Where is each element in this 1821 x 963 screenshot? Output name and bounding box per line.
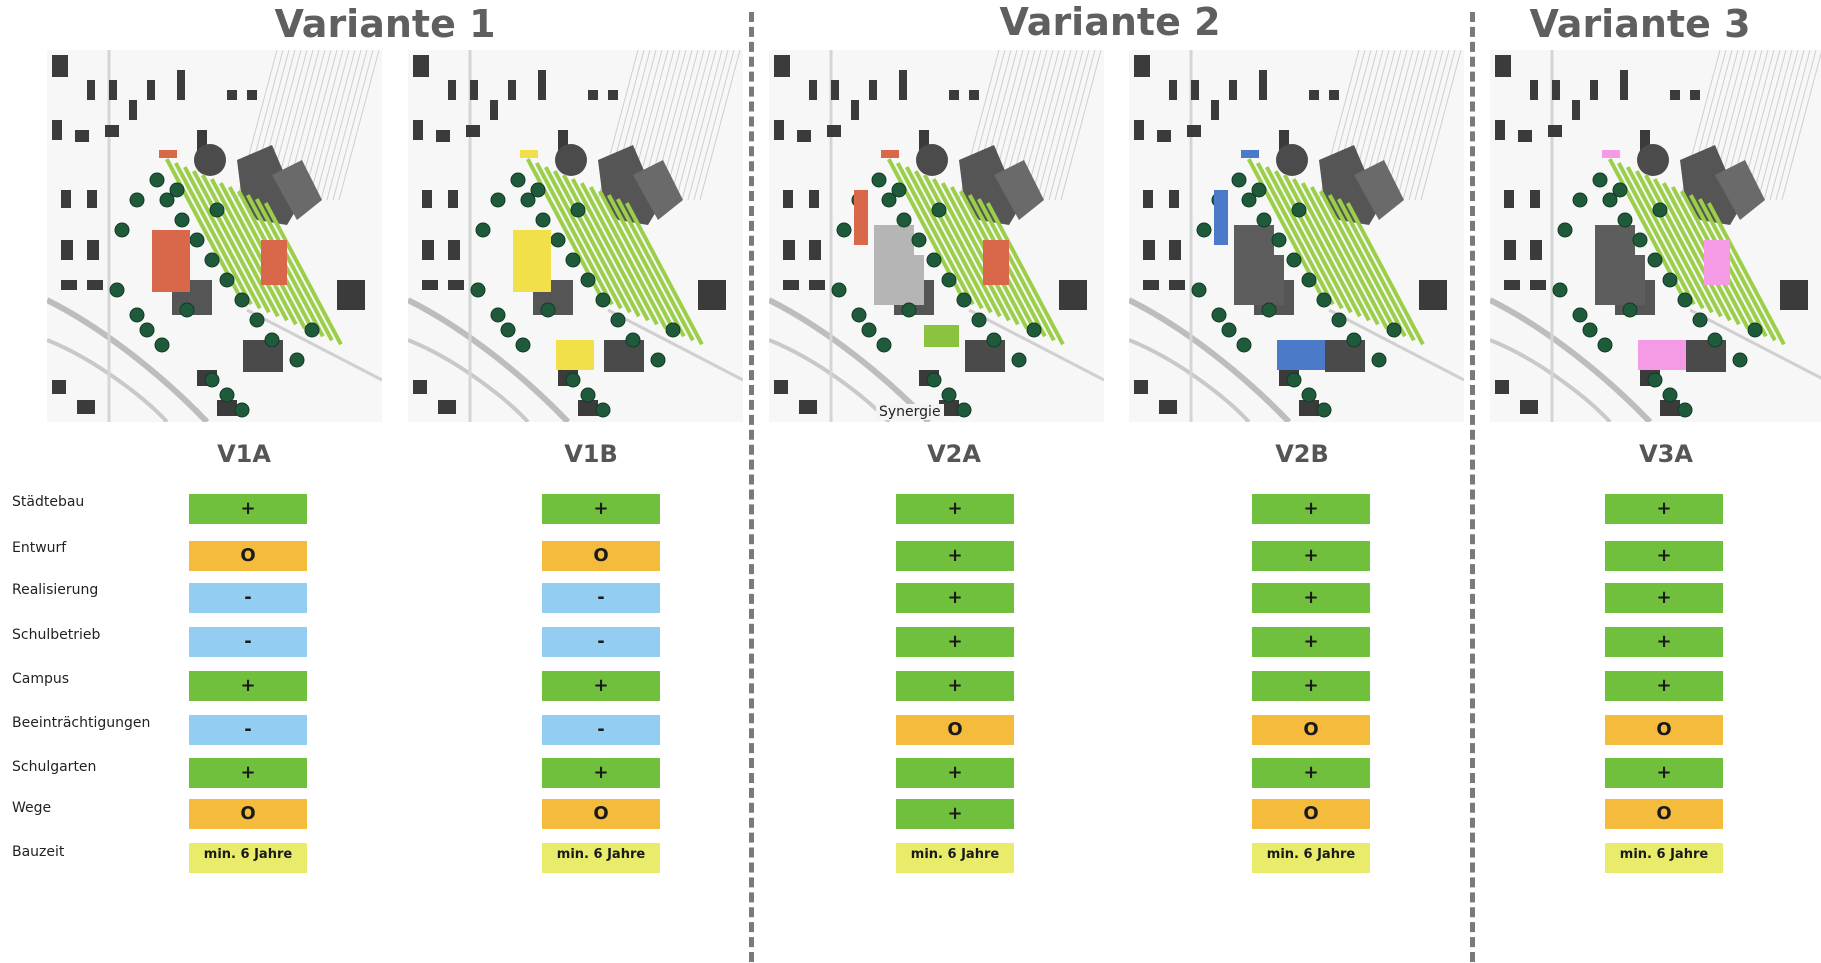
variant-2-title: Variante 2 xyxy=(999,0,1221,44)
criterion-label: Schulgarten xyxy=(12,759,97,775)
rating-cell-v2b: + xyxy=(1252,494,1370,524)
rating-cell-v2a: + xyxy=(896,627,1014,657)
rating-cell-v1b: O xyxy=(542,799,660,829)
rating-cell-v1b: min. 6 Jahre xyxy=(542,843,660,873)
rating-cell-v1a: + xyxy=(189,494,307,524)
rating-cell-v3a: O xyxy=(1605,799,1723,829)
site-plan-v2b xyxy=(1129,50,1464,422)
label-v2a: V2A xyxy=(927,440,981,468)
rating-cell-v1b: + xyxy=(542,758,660,788)
rating-cell-v3a: + xyxy=(1605,758,1723,788)
site-plan-drawing xyxy=(47,50,382,422)
map-annotation-synergie: Synergie xyxy=(876,404,944,420)
rating-cell-v2b: min. 6 Jahre xyxy=(1252,843,1370,873)
site-plan-drawing xyxy=(1490,50,1821,422)
rating-cell-v1a: - xyxy=(189,627,307,657)
rating-cell-v3a: O xyxy=(1605,715,1723,745)
label-v3a: V3A xyxy=(1639,440,1693,468)
criterion-label: Campus xyxy=(12,671,70,687)
rating-cell-v2b: + xyxy=(1252,671,1370,701)
rating-cell-v2b: + xyxy=(1252,583,1370,613)
rating-cell-v1a: min. 6 Jahre xyxy=(189,843,307,873)
rating-cell-v1b: - xyxy=(542,627,660,657)
criterion-label: Realisierung xyxy=(12,582,99,598)
label-v1a: V1A xyxy=(217,440,271,468)
criterion-label: Schulbetrieb xyxy=(12,627,101,643)
rating-cell-v3a: + xyxy=(1605,671,1723,701)
rating-cell-v3a: + xyxy=(1605,494,1723,524)
rating-cell-v2a: + xyxy=(896,671,1014,701)
rating-cell-v1b: + xyxy=(542,494,660,524)
rating-cell-v2b: + xyxy=(1252,758,1370,788)
site-plan-v1a xyxy=(47,50,382,422)
rating-cell-v1b: - xyxy=(542,583,660,613)
site-plan-v3a xyxy=(1490,50,1821,422)
rating-cell-v1b: O xyxy=(542,541,660,571)
site-plan-v2a xyxy=(769,50,1104,422)
site-plan-drawing xyxy=(769,50,1104,422)
rating-cell-v2a: + xyxy=(896,541,1014,571)
criterion-label: Städtebau xyxy=(12,494,85,510)
divider-2-3 xyxy=(1470,12,1475,962)
variant-1-title: Variante 1 xyxy=(274,2,496,46)
rating-cell-v1a: - xyxy=(189,583,307,613)
rating-cell-v2a: min. 6 Jahre xyxy=(896,843,1014,873)
rating-cell-v1a: O xyxy=(189,799,307,829)
site-plan-drawing xyxy=(408,50,743,422)
rating-cell-v1a: O xyxy=(189,541,307,571)
rating-cell-v3a: + xyxy=(1605,583,1723,613)
rating-cell-v3a: + xyxy=(1605,541,1723,571)
rating-cell-v2b: O xyxy=(1252,799,1370,829)
label-v2b: V2B xyxy=(1275,440,1329,468)
rating-cell-v2a: + xyxy=(896,494,1014,524)
rating-cell-v1a: + xyxy=(189,758,307,788)
criterion-label: Entwurf xyxy=(12,540,67,556)
rating-cell-v2a: + xyxy=(896,758,1014,788)
rating-cell-v2b: O xyxy=(1252,715,1370,745)
rating-cell-v3a: min. 6 Jahre xyxy=(1605,843,1723,873)
rating-cell-v3a: + xyxy=(1605,627,1723,657)
rating-cell-v1b: + xyxy=(542,671,660,701)
rating-cell-v2a: + xyxy=(896,799,1014,829)
site-plan-v1b xyxy=(408,50,743,422)
criterion-label: Beeinträchtigungen xyxy=(12,715,151,731)
label-v1b: V1B xyxy=(564,440,618,468)
site-plan-drawing xyxy=(1129,50,1464,422)
rating-cell-v2b: + xyxy=(1252,627,1370,657)
rating-cell-v1a: - xyxy=(189,715,307,745)
criterion-label: Bauzeit xyxy=(12,844,65,860)
rating-cell-v2a: + xyxy=(896,583,1014,613)
variant-3-title: Variante 3 xyxy=(1529,2,1751,46)
rating-cell-v2b: + xyxy=(1252,541,1370,571)
rating-cell-v1b: - xyxy=(542,715,660,745)
rating-cell-v2a: O xyxy=(896,715,1014,745)
rating-cell-v1a: + xyxy=(189,671,307,701)
criterion-label: Wege xyxy=(12,800,52,816)
divider-1-2 xyxy=(749,12,754,962)
